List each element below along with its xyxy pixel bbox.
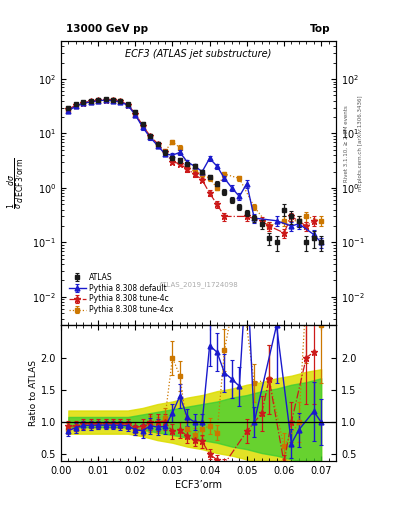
Y-axis label: Ratio to ATLAS: Ratio to ATLAS [29,360,38,426]
Y-axis label: $\frac{1}{\sigma}\frac{d\sigma}{d\,\mathrm{ECF3'orm}}$: $\frac{1}{\sigma}\frac{d\sigma}{d\,\math… [5,157,27,209]
Text: Rivet 3.1.10, ≥ 2.8M events: Rivet 3.1.10, ≥ 2.8M events [344,105,349,182]
Text: mcplots.cern.ch [arXiv:1306.3436]: mcplots.cern.ch [arXiv:1306.3436] [358,96,363,191]
Text: ATLAS_2019_I1724098: ATLAS_2019_I1724098 [159,282,238,288]
Text: 13000 GeV pp: 13000 GeV pp [66,24,149,34]
Text: Top: Top [310,24,331,34]
X-axis label: ECF3’orm: ECF3’orm [175,480,222,490]
Legend: ATLAS, Pythia 8.308 default, Pythia 8.308 tune-4c, Pythia 8.308 tune-4cx: ATLAS, Pythia 8.308 default, Pythia 8.30… [68,271,174,316]
Text: ECF3 (ATLAS jet substructure): ECF3 (ATLAS jet substructure) [125,50,272,59]
